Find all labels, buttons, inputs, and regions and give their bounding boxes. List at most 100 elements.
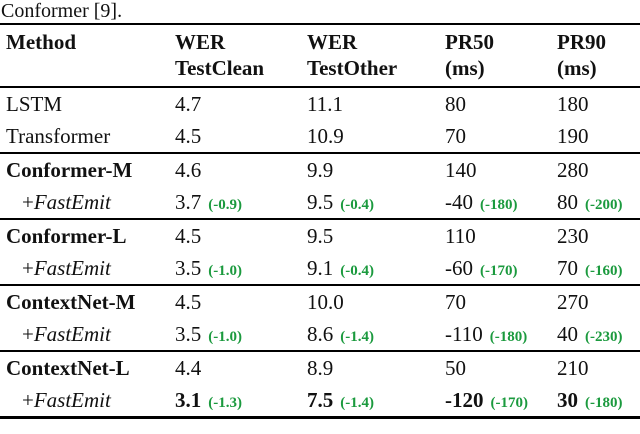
value: 10.0: [307, 290, 344, 314]
method-name: Conformer-L: [6, 224, 127, 248]
header-wer-testother: WER TestOther: [307, 29, 445, 81]
table-top-rule: [0, 23, 640, 25]
pr50-cell: 70: [445, 120, 557, 155]
header-pr90-line2: (ms): [557, 56, 597, 80]
row-conformer-m-fastemit: +FastEmit 3.7 (-0.9) 9.5 (-0.4) -40 (-180) …: [0, 186, 640, 218]
value: 230: [557, 224, 589, 248]
delta-value: (-170): [480, 263, 518, 279]
value: 70: [557, 256, 578, 280]
header-wer-testclean-line1: WER: [175, 30, 226, 54]
value: 3.7: [175, 190, 202, 214]
value: 9.5: [307, 190, 334, 214]
value: 4.5: [175, 290, 202, 314]
pr90-cell: 270: [557, 286, 640, 321]
row-contextnet-m: ContextNet-M 4.5 10.0 70 270: [0, 286, 640, 318]
method-cell: Conformer-L: [0, 220, 175, 252]
method-cell: +FastEmit: [0, 318, 175, 350]
delta-value: (-0.4): [340, 263, 374, 279]
wer-testclean-cell: 3.7 (-0.9): [175, 186, 307, 221]
delta-value: (-1.0): [208, 263, 242, 279]
header-method-line1: Method: [6, 30, 76, 54]
method-name: LSTM: [6, 92, 63, 116]
value: 8.9: [307, 356, 334, 380]
wer-testother-cell: 9.5 (-0.4): [307, 186, 445, 221]
header-wer-testother-line1: WER: [307, 30, 358, 54]
method-prefix: +: [22, 388, 34, 412]
value: 4.7: [175, 92, 202, 116]
delta-value: (-170): [490, 395, 529, 411]
delta-value: (-160): [585, 263, 623, 279]
wer-testclean-cell: 3.5 (-1.0): [175, 252, 307, 287]
row-conformer-l-fastemit: +FastEmit 3.5 (-1.0) 9.1 (-0.4) -60 (-170) …: [0, 252, 640, 284]
method-cell: +FastEmit: [0, 186, 175, 218]
delta-value: (-1.0): [208, 329, 242, 345]
table-header-row: Method WER TestClean WER TestOther PR50 …: [0, 25, 640, 86]
section-divider: [0, 152, 640, 154]
method-prefix: +: [22, 322, 34, 346]
delta-value: (-1.4): [340, 329, 374, 345]
value: 70: [445, 290, 466, 314]
header-wer-testclean: WER TestClean: [175, 29, 307, 81]
value: -120: [445, 388, 484, 412]
value: -40: [445, 190, 473, 214]
row-lstm: LSTM 4.7 11.1 80 180: [0, 88, 640, 120]
pr90-cell: 80 (-200): [557, 186, 640, 221]
method-name: FastEmit: [33, 388, 111, 412]
value: 3.5: [175, 322, 202, 346]
value: 4.4: [175, 356, 202, 380]
value: 10.9: [307, 124, 344, 148]
wer-testother-cell: 9.1 (-0.4): [307, 252, 445, 287]
pr50-cell: -40 (-180): [445, 186, 557, 221]
delta-value: (-180): [480, 197, 518, 213]
value: 4.6: [175, 158, 202, 182]
section-divider: [0, 284, 640, 286]
pr90-cell: 230: [557, 220, 640, 255]
wer-testother-cell: 8.9: [307, 352, 445, 387]
value: 110: [445, 224, 476, 248]
header-method: Method: [0, 29, 175, 55]
method-cell: Conformer-M: [0, 154, 175, 186]
method-cell: ContextNet-L: [0, 352, 175, 384]
pr90-cell: 280: [557, 154, 640, 189]
method-prefix: +: [22, 190, 34, 214]
value: 3.5: [175, 256, 202, 280]
value: 50: [445, 356, 466, 380]
header-pr50: PR50 (ms): [445, 29, 557, 81]
caption: Conformer [9].: [1, 0, 123, 22]
method-name: FastEmit: [33, 190, 111, 214]
wer-testclean-cell: 3.1 (-1.3): [175, 384, 307, 419]
wer-testother-cell: 10.9: [307, 120, 445, 155]
pr50-cell: -60 (-170): [445, 252, 557, 287]
value: 30: [557, 388, 578, 412]
delta-value: (-1.4): [340, 395, 374, 411]
header-pr50-line1: PR50: [445, 30, 494, 54]
wer-testother-cell: 9.9: [307, 154, 445, 189]
pr50-cell: 110: [445, 220, 557, 255]
delta-value: (-180): [489, 329, 528, 345]
delta-value: (-0.9): [208, 197, 242, 213]
value: 270: [557, 290, 589, 314]
wer-testclean-cell: 4.5: [175, 286, 307, 321]
header-divider: [0, 86, 640, 88]
pr90-cell: 40 (-230): [557, 318, 640, 353]
pr50-cell: 50: [445, 352, 557, 387]
header-pr90-line1: PR90: [557, 30, 606, 54]
delta-value: (-200): [585, 197, 623, 213]
method-name: ContextNet-L: [6, 356, 130, 380]
row-conformer-l: Conformer-L 4.5 9.5 110 230: [0, 220, 640, 252]
row-contextnet-l: ContextNet-L 4.4 8.9 50 210: [0, 352, 640, 384]
value: 7.5: [307, 388, 334, 412]
value: 180: [557, 92, 589, 116]
header-pr50-line2: (ms): [445, 56, 485, 80]
wer-testclean-cell: 4.4: [175, 352, 307, 387]
value: 280: [557, 158, 589, 182]
value: 80: [445, 92, 466, 116]
pr90-cell: 180: [557, 88, 640, 123]
table-bottom-rule: [0, 416, 640, 419]
value: 9.1: [307, 256, 334, 280]
wer-testother-cell: 10.0: [307, 286, 445, 321]
method-cell: LSTM: [0, 88, 175, 120]
value: 4.5: [175, 224, 202, 248]
value: 8.6: [307, 322, 334, 346]
